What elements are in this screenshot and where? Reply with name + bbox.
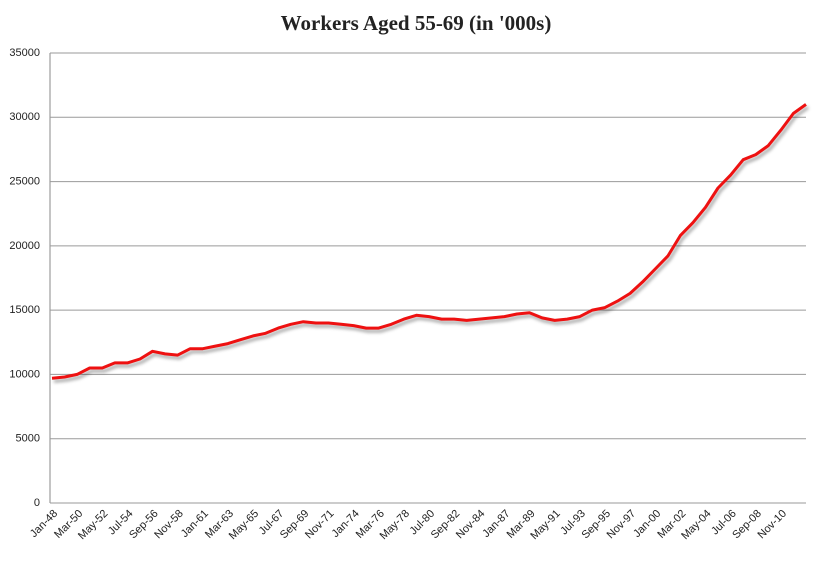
y-tick-label: 15000 — [9, 304, 40, 316]
x-tick-label: Nov-97 — [605, 508, 639, 542]
y-tick-label: 30000 — [9, 111, 40, 123]
y-tick-label: 25000 — [9, 175, 40, 187]
x-tick-label: Nov-58 — [152, 508, 186, 542]
y-tick-label: 35000 — [9, 47, 40, 59]
x-tick-label: Nov-71 — [303, 508, 337, 542]
y-tick-label: 10000 — [9, 368, 40, 380]
x-tick-label: Nov-10 — [755, 508, 789, 542]
y-tick-label: 20000 — [9, 240, 40, 252]
data-line — [51, 103, 807, 380]
y-tick-label: 5000 — [16, 433, 40, 445]
chart-title: Workers Aged 55-69 (in '000s) — [281, 11, 552, 35]
y-tick-label: 0 — [34, 497, 40, 509]
x-tick-label: Nov-84 — [454, 508, 488, 542]
